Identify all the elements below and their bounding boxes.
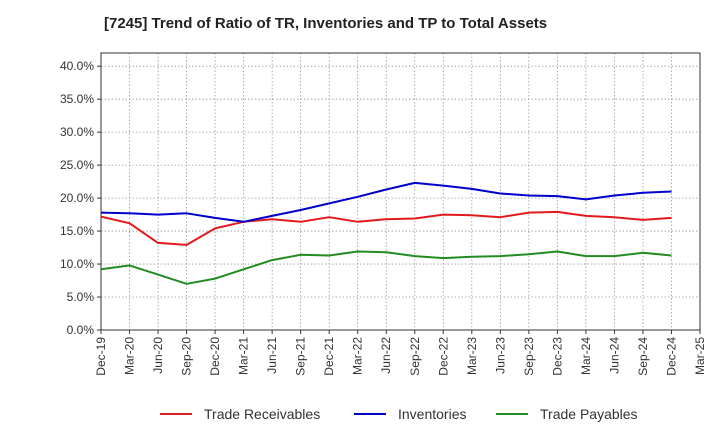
- x-tick-label: Mar-21: [237, 337, 251, 375]
- x-tick-label: Mar-20: [123, 337, 137, 375]
- chart-title: [7245] Trend of Ratio of TR, Inventories…: [104, 15, 548, 32]
- legend: Trade Receivables Inventories Trade Payabl…: [160, 406, 638, 422]
- y-tick-label: 40.0%: [60, 59, 94, 73]
- y-tick-label: 15.0%: [60, 224, 94, 238]
- plot-frame: [100, 52, 701, 331]
- x-tick-label: Jun-20: [151, 337, 165, 374]
- y-tick-label: 30.0%: [60, 125, 94, 139]
- x-tick-label: Dec-19: [94, 337, 108, 376]
- x-tick-label: Mar-24: [579, 337, 593, 375]
- x-tick-label: Sep-21: [294, 337, 308, 376]
- legend-label: Trade Receivables: [204, 406, 320, 422]
- x-tick-label: Dec-23: [550, 337, 564, 376]
- x-tick-label: Sep-20: [180, 337, 194, 376]
- x-tick-label: Dec-22: [436, 337, 450, 376]
- y-tick-label: 20.0%: [60, 191, 94, 205]
- grid-lines: [101, 53, 700, 330]
- x-tick-label: Sep-22: [408, 337, 422, 376]
- y-tick-label: 35.0%: [60, 92, 94, 106]
- x-tick-label: Mar-25: [693, 337, 707, 375]
- x-tick-label: Mar-22: [351, 337, 365, 375]
- y-tick-label: 25.0%: [60, 158, 94, 172]
- y-tick-label: 10.0%: [60, 257, 94, 271]
- x-tick-label: Sep-24: [636, 337, 650, 376]
- x-tick-label: Jun-21: [265, 337, 279, 374]
- x-tick-label: Jun-23: [493, 337, 507, 374]
- x-tick-label: Dec-24: [664, 337, 678, 376]
- series-line: [100, 181, 672, 223]
- y-tick-label: 0.0%: [67, 323, 95, 337]
- x-tick-label: Dec-20: [208, 337, 222, 376]
- x-tick-label: Dec-21: [322, 337, 336, 376]
- x-tick-label: Sep-23: [522, 337, 536, 376]
- series-line: [100, 210, 672, 246]
- x-tick-label: Mar-23: [465, 337, 479, 375]
- x-tick-label: Jun-24: [607, 337, 621, 374]
- series-lines: [100, 181, 672, 285]
- legend-label: Trade Payables: [540, 406, 638, 422]
- y-tick-label: 5.0%: [67, 290, 95, 304]
- x-tick-label: Jun-22: [379, 337, 393, 374]
- series-line: [100, 250, 672, 285]
- axes: 0.0% 5.0% 10.0% 15.0% 20.0% 25.0% 30.0% 35.0% 40…: [60, 52, 707, 376]
- legend-label: Inventories: [398, 406, 466, 422]
